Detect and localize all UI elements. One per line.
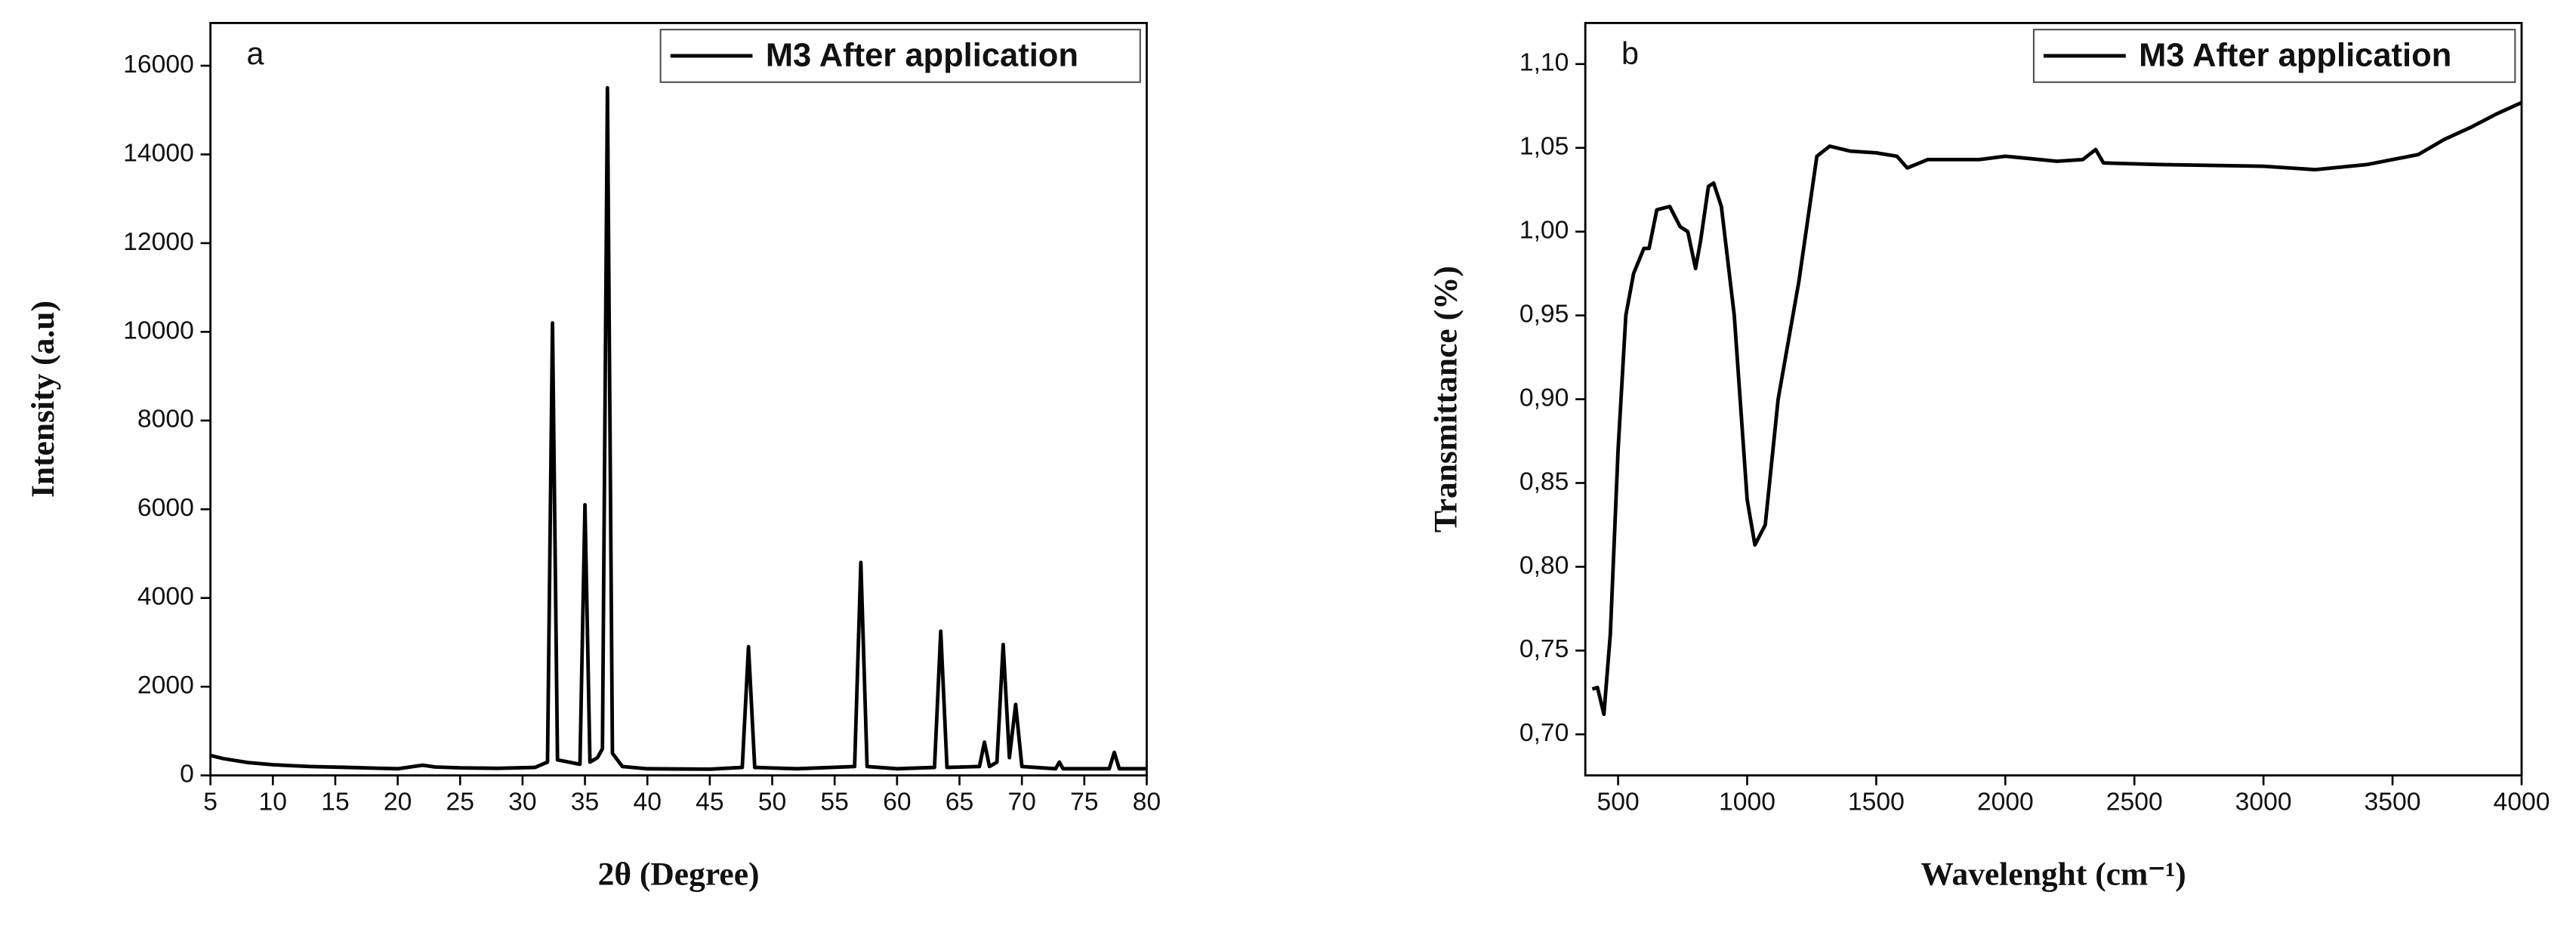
y-tick-label: 0,70: [1519, 718, 1569, 747]
y-tick-label: 0: [180, 760, 194, 789]
x-tick-label: 3000: [2235, 788, 2292, 816]
x-tick-label: 25: [446, 788, 474, 816]
y-tick-label: 14000: [123, 138, 194, 167]
x-tick-label: 30: [508, 788, 536, 816]
y-tick-label: 16000: [123, 50, 194, 79]
y-tick-label: 0,85: [1519, 467, 1569, 495]
y-tick-label: 12000: [123, 227, 194, 256]
panel-label: a: [247, 36, 264, 71]
legend-label: M3 After application: [766, 38, 1078, 74]
x-tick-label: 60: [883, 788, 912, 816]
x-tick-label: 10: [259, 788, 288, 816]
y-tick-label: 0,75: [1519, 634, 1569, 663]
y-tick-label: 4000: [137, 582, 194, 611]
x-tick-label: 20: [384, 788, 412, 816]
x-tick-label: 500: [1597, 788, 1639, 816]
x-axis-title: 2θ (Degree): [598, 856, 760, 892]
plot-frame: [209, 22, 1148, 777]
y-tick-label: 0,90: [1519, 383, 1569, 412]
y-tick-label: 1,00: [1519, 216, 1569, 245]
y-tick-label: 10000: [123, 316, 194, 344]
y-tick-label: 1,05: [1519, 132, 1569, 161]
y-tick-label: 6000: [137, 493, 194, 522]
y-tick-label: 0,95: [1519, 300, 1569, 329]
panel-label: b: [1621, 36, 1639, 71]
x-tick-label: 75: [1070, 788, 1099, 816]
x-tick-label: 1000: [1719, 788, 1775, 816]
x-tick-label: 50: [758, 788, 787, 816]
x-tick-label: 15: [321, 788, 350, 816]
x-tick-label: 70: [1007, 788, 1036, 816]
y-axis-title: Intensity (a.u): [25, 301, 61, 498]
y-tick-label: 8000: [137, 405, 194, 434]
y-tick-label: 1,10: [1519, 48, 1569, 77]
data-line: [1591, 100, 2522, 717]
x-tick-label: 5: [203, 788, 217, 816]
x-tick-label: 2000: [1977, 788, 2034, 816]
x-tick-label: 1500: [1848, 788, 1905, 816]
plot-frame: [1584, 22, 2523, 777]
y-axis-title: Transmittance (%): [1428, 266, 1464, 532]
x-axis-title: Wavelenght (cm⁻¹): [1920, 856, 2186, 892]
x-tick-label: 45: [696, 788, 724, 816]
x-tick-label: 3500: [2365, 788, 2421, 816]
x-tick-label: 65: [946, 788, 974, 816]
y-tick-label: 2000: [137, 671, 194, 699]
x-tick-label: 2500: [2106, 788, 2163, 816]
legend-label: M3 After application: [2139, 38, 2451, 74]
data-line: [210, 85, 1147, 771]
x-tick-label: 40: [633, 788, 662, 816]
x-tick-label: 4000: [2493, 788, 2550, 816]
y-tick-label: 0,80: [1519, 551, 1569, 579]
x-tick-label: 55: [820, 788, 849, 816]
x-tick-label: 35: [571, 788, 599, 816]
x-tick-label: 80: [1133, 788, 1162, 816]
